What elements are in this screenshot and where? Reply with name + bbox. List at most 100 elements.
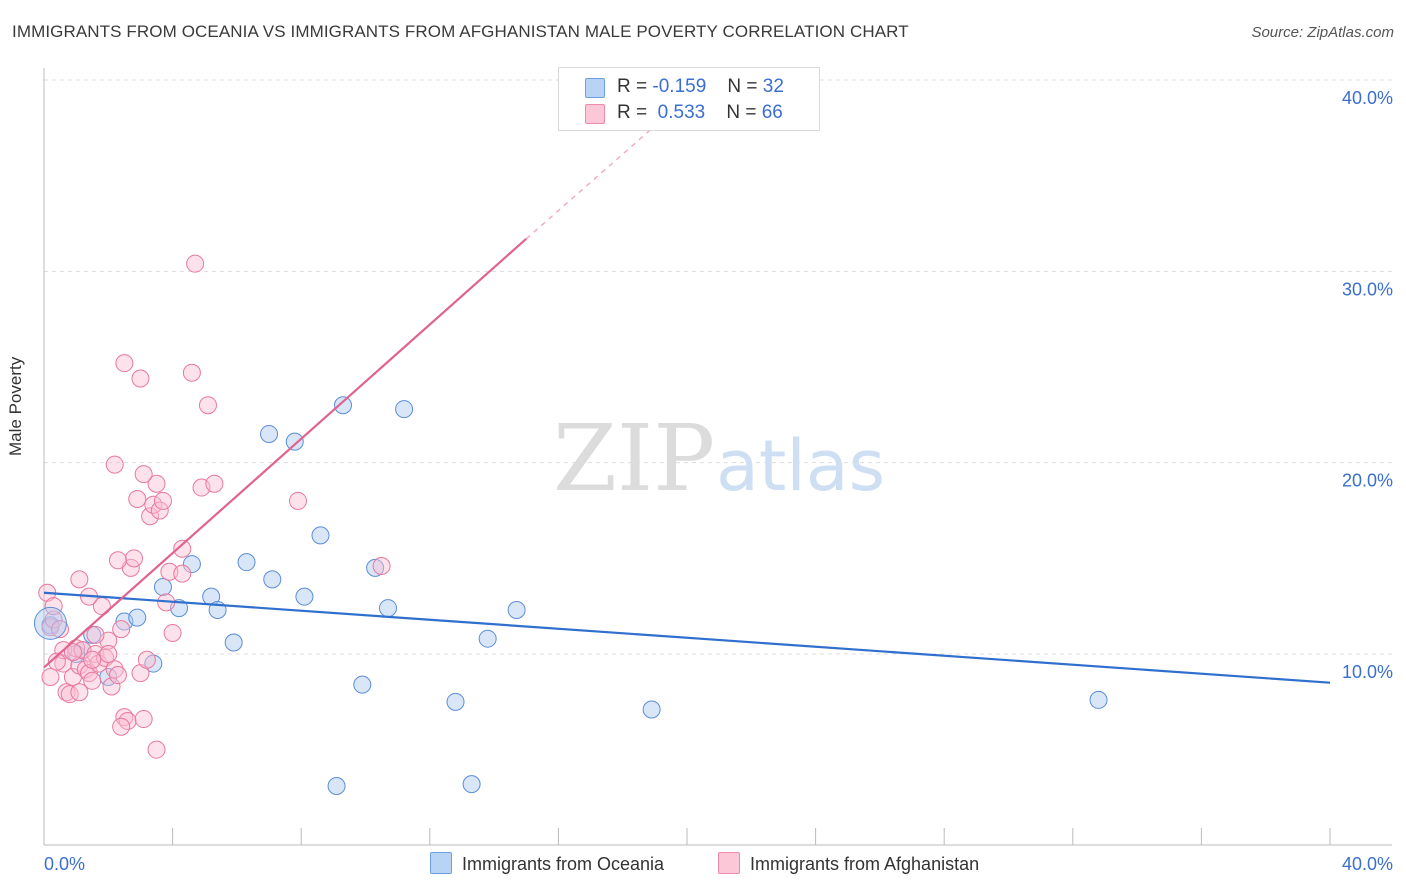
afghanistan-point — [44, 597, 63, 616]
r-value-afghanistan: 0.533 — [657, 102, 706, 123]
oceania-point — [224, 633, 243, 652]
afghanistan-point — [44, 610, 63, 629]
watermark-zip: ZIP — [553, 405, 715, 512]
chart-title: IMMIGRANTS FROM OCEANIA VS IMMIGRANTS FR… — [12, 22, 909, 41]
legend-item-afghanistan[interactable]: Immigrants from Afghanistan — [718, 852, 979, 875]
y-axis-label: Male Poverty — [6, 356, 25, 456]
afghanistan-trend-extension — [525, 125, 656, 240]
oceania-point — [353, 675, 372, 694]
afghanistan-point — [108, 666, 127, 685]
oceania-point — [237, 553, 256, 572]
afghanistan-point — [137, 650, 156, 669]
oceania-point — [478, 629, 497, 648]
afghanistan-point — [186, 254, 205, 273]
oceania-point — [507, 600, 526, 619]
legend-swatch-oceania — [430, 852, 452, 874]
afghanistan-point — [57, 683, 76, 702]
watermark: ZIP atlas — [553, 405, 885, 512]
afghanistan-point — [86, 625, 105, 644]
oceania-point — [333, 396, 352, 415]
legend-text-afghanistan: R = 0.533 N = 66 — [617, 102, 783, 124]
n-value-afghanistan: 66 — [761, 102, 783, 123]
tick-labels: 10.0% 20.0% 30.0% 40.0% 0.0% 40.0% — [44, 88, 1393, 874]
oceania-point — [295, 587, 314, 606]
afghanistan-point — [54, 654, 73, 673]
trend-lines — [43, 125, 1331, 684]
x-tick-label: 0.0% — [44, 854, 85, 874]
afghanistan-point — [105, 455, 124, 474]
afghanistan-point — [134, 465, 153, 484]
oceania-point — [642, 700, 661, 719]
n-value-oceania: 32 — [762, 76, 784, 97]
source-credit: Source: ZipAtlas.com — [1251, 24, 1394, 41]
oceania-point — [395, 400, 414, 419]
y-tick-label: 30.0% — [1342, 279, 1393, 299]
afghanistan-point — [63, 643, 82, 662]
afghanistan-trend-line — [43, 237, 527, 669]
afghanistan-point — [147, 740, 166, 759]
legend-label-afghanistan: Immigrants from Afghanistan — [750, 854, 980, 874]
y-tick-label: 40.0% — [1342, 88, 1393, 108]
afghanistan-point — [112, 717, 131, 736]
oceania-point — [285, 432, 304, 451]
legend-item-oceania[interactable]: Immigrants from Oceania — [430, 852, 664, 875]
correlation-legend: R = -0.159 N = 32 R = 0.533 N = 66 — [558, 67, 820, 131]
afghanistan-point — [128, 490, 147, 509]
afghanistan-point — [205, 474, 224, 493]
legend-label-oceania: Immigrants from Oceania — [462, 854, 665, 874]
n-label: N = — [727, 76, 758, 97]
afghanistan-point — [105, 660, 124, 679]
legend-swatch-oceania — [585, 78, 605, 98]
watermark-atlas: atlas — [716, 425, 885, 507]
r-value-oceania: -0.159 — [652, 76, 707, 97]
afghanistan-point — [51, 620, 70, 639]
axes — [43, 68, 1392, 846]
afghanistan-point — [288, 491, 307, 510]
legend-text-oceania: R = -0.159 N = 32 — [617, 76, 784, 98]
afghanistan-point — [198, 396, 217, 415]
oceania-cluster-point — [33, 606, 67, 640]
y-tick-label: 10.0% — [1342, 662, 1393, 682]
x-tick-label: 40.0% — [1342, 854, 1393, 874]
afghanistan-point — [99, 645, 118, 663]
n-label: N = — [726, 102, 757, 123]
scatter-points — [33, 254, 1108, 796]
afghanistan-point — [83, 650, 102, 669]
afghanistan-point — [150, 501, 169, 520]
r-label: R = — [617, 76, 648, 97]
afghanistan-point — [147, 474, 166, 493]
oceania-point — [462, 775, 481, 794]
afghanistan-point — [173, 564, 192, 583]
y-tick-label: 20.0% — [1342, 471, 1393, 491]
afghanistan-point — [86, 645, 105, 663]
afghanistan-point — [125, 549, 144, 568]
afghanistan-point — [153, 491, 172, 510]
oceania-point — [263, 570, 282, 589]
oceania-point — [260, 424, 279, 443]
afghanistan-point — [131, 369, 150, 388]
afghanistan-point — [70, 570, 89, 589]
afghanistan-point — [163, 623, 182, 642]
oceania-point — [446, 692, 465, 711]
oceania-trend-line — [43, 591, 1331, 684]
oceania-point — [153, 578, 172, 597]
afghanistan-point — [112, 620, 131, 639]
afghanistan-point — [134, 710, 153, 729]
afghanistan-point — [173, 539, 192, 558]
legend-swatch-afghanistan — [585, 104, 605, 124]
afghanistan-point — [70, 683, 89, 702]
afghanistan-point — [115, 354, 134, 373]
afghanistan-point — [83, 671, 102, 690]
oceania-point — [311, 526, 330, 545]
afghanistan-point — [102, 677, 121, 696]
afghanistan-point — [372, 556, 391, 575]
oceania-point — [1089, 690, 1108, 709]
oceania-point — [379, 599, 398, 618]
r-label: R = — [617, 102, 648, 123]
afghanistan-point — [141, 507, 160, 526]
afghanistan-point — [108, 551, 127, 570]
oceania-point — [366, 558, 385, 577]
oceania-point — [128, 608, 147, 627]
oceania-point — [182, 555, 201, 574]
